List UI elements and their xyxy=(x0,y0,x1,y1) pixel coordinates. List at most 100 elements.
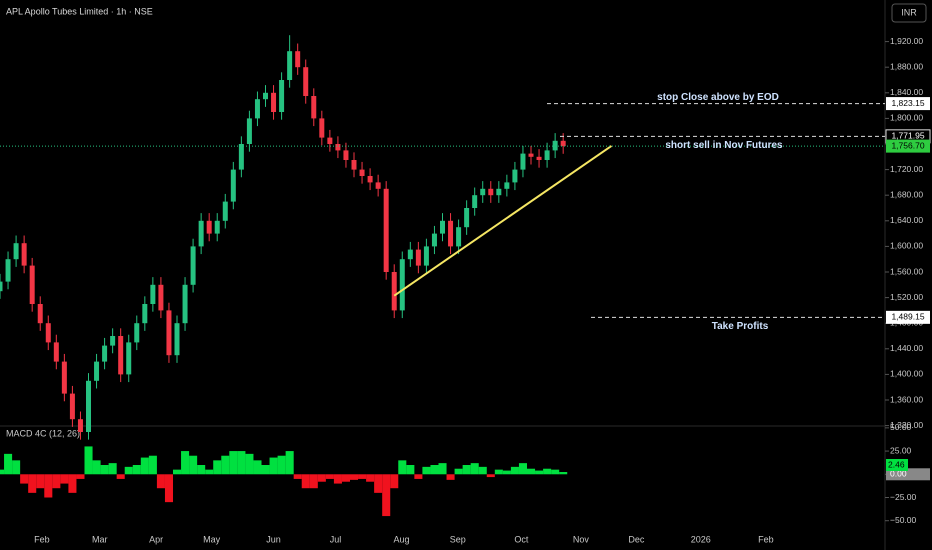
histogram-bar xyxy=(333,474,342,484)
histogram-bar xyxy=(366,474,375,482)
histogram-bar xyxy=(317,474,326,482)
histogram-bar xyxy=(543,468,552,475)
x-tick-label: Mar xyxy=(92,534,108,544)
candle-body xyxy=(271,92,277,112)
candle-body xyxy=(21,243,27,266)
candle-body xyxy=(94,361,100,381)
candle-body xyxy=(5,259,11,282)
histogram-bar xyxy=(60,474,69,484)
candle-body xyxy=(295,51,301,68)
candle-body xyxy=(480,188,486,196)
candle-body xyxy=(45,323,51,343)
candle-body xyxy=(150,284,156,304)
candle-body xyxy=(472,195,478,208)
histogram-bar xyxy=(269,457,278,475)
y-tick-label: 1,880.00 xyxy=(890,61,923,71)
y-tick-label: −50.00 xyxy=(890,515,917,525)
histogram-bar xyxy=(341,474,351,482)
candle-body xyxy=(303,67,309,96)
y-tick-label: 1,600.00 xyxy=(890,241,923,251)
y-tick-label: 1,640.00 xyxy=(890,215,923,225)
histogram-bar xyxy=(358,474,367,479)
histogram-bar xyxy=(76,474,85,479)
histogram-bar xyxy=(44,474,53,498)
y-tick-label: 1,720.00 xyxy=(890,164,923,174)
histogram-bar xyxy=(535,470,544,475)
candle-body xyxy=(520,153,526,170)
x-tick-label: Aug xyxy=(393,534,409,544)
candle-body xyxy=(335,144,341,151)
histogram-bar xyxy=(181,451,190,475)
candle-body xyxy=(0,281,3,292)
histogram-bar xyxy=(132,465,141,475)
candle-body xyxy=(536,156,542,160)
price-tag-label: 1,756.70 xyxy=(891,140,924,150)
candle-body xyxy=(29,265,35,304)
histogram-bar xyxy=(438,463,447,475)
histogram-bar xyxy=(422,466,431,475)
candle-body xyxy=(440,220,445,234)
histogram-bar xyxy=(350,474,359,480)
indicator-title: MACD 4C (12, 26) xyxy=(6,428,80,438)
histogram-bar xyxy=(454,468,463,475)
histogram-bar xyxy=(92,460,101,475)
candle-body xyxy=(504,182,510,189)
candle-body xyxy=(431,233,437,247)
currency-button[interactable] xyxy=(891,3,927,23)
x-tick-label: Apr xyxy=(149,534,163,544)
candle-body xyxy=(254,99,260,119)
chart-title: APL Apollo Tubes Limited · 1h · NSE xyxy=(6,6,153,16)
candle-body xyxy=(238,144,244,170)
x-tick-label: 2026 xyxy=(691,534,711,544)
histogram-bar xyxy=(116,474,125,479)
candle-body xyxy=(399,259,405,311)
histogram-bar xyxy=(253,460,262,475)
x-tick-label: Feb xyxy=(34,534,50,544)
candle-body xyxy=(214,220,220,234)
annotation: Take Profits xyxy=(712,321,769,332)
candle-body xyxy=(158,284,164,311)
candle-body xyxy=(190,246,196,285)
candle-body xyxy=(423,246,429,266)
candle-body xyxy=(110,336,116,346)
histogram-bar xyxy=(140,457,149,475)
value-tag xyxy=(886,459,908,472)
y-tick-label: 1,920.00 xyxy=(890,36,923,46)
histogram-bar xyxy=(108,463,117,475)
histogram-bar xyxy=(237,451,246,475)
candle-body xyxy=(134,323,140,343)
histogram-bar xyxy=(430,465,439,475)
currency-label[interactable]: INR xyxy=(901,7,917,17)
histogram-bar xyxy=(52,474,61,489)
candle-body xyxy=(311,96,317,119)
histogram-bar xyxy=(527,468,536,475)
histogram-bar xyxy=(245,453,254,475)
histogram-bar xyxy=(205,469,214,475)
candle-body xyxy=(391,272,397,311)
x-tick-label: Sep xyxy=(450,534,466,544)
histogram-bar xyxy=(4,453,13,475)
price-tag-label: 1,823.15 xyxy=(891,98,924,108)
annotation: short sell in Nov Futures xyxy=(665,140,783,151)
candle-body xyxy=(367,176,373,183)
value-tag-label: 2.46 xyxy=(888,459,905,469)
y-tick-label: 1,320.00 xyxy=(890,420,923,430)
candle-body xyxy=(552,140,558,151)
histogram-bar xyxy=(285,451,294,475)
y-tick-label: 1,520.00 xyxy=(890,292,923,302)
candle-body xyxy=(456,227,462,247)
candle-body xyxy=(488,188,494,196)
trendline xyxy=(393,145,613,297)
candle-body xyxy=(383,188,389,272)
x-tick-label: Oct xyxy=(514,534,529,544)
histogram-bar xyxy=(309,474,318,489)
histogram-bar xyxy=(510,466,519,475)
histogram-bar xyxy=(551,469,560,475)
candle-body xyxy=(512,169,518,183)
candle-body xyxy=(166,310,172,356)
histogram-bar xyxy=(156,474,165,489)
histogram-bar xyxy=(84,446,93,475)
histogram-bar xyxy=(197,465,206,475)
candle-body xyxy=(37,304,43,324)
candle-body xyxy=(464,208,470,228)
